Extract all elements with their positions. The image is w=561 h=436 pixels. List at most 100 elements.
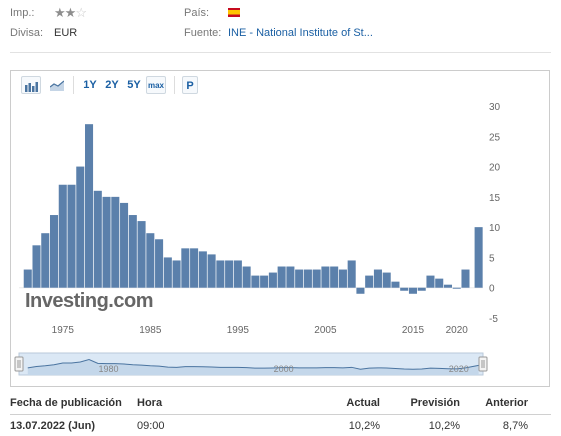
chart-bar[interactable] (172, 260, 181, 288)
chart-bar[interactable] (330, 266, 339, 288)
chart-bar[interactable] (198, 251, 207, 288)
p-button[interactable]: P (182, 76, 198, 94)
chart-bar[interactable] (216, 260, 225, 288)
chart-bar[interactable] (58, 184, 67, 288)
range-1y-button[interactable]: 1Y (83, 79, 97, 91)
y-tick-label: 0 (489, 284, 495, 295)
area-chart-button[interactable] (47, 76, 67, 94)
table-header-hora: Hora (137, 397, 163, 409)
chart-bar[interactable] (452, 287, 461, 289)
navigator[interactable]: 1980 2000 2020 (11, 349, 549, 384)
range-2y-button[interactable]: 2Y (105, 79, 119, 91)
navigator-handle[interactable] (14, 356, 24, 372)
chart-bar[interactable] (76, 166, 85, 288)
chart-bar[interactable] (356, 287, 365, 294)
navigator-tick-label: 1980 (99, 364, 119, 374)
chart-bar[interactable] (225, 260, 234, 288)
x-tick-label: 1975 (52, 325, 75, 336)
x-tick-label: 1995 (227, 325, 250, 336)
chart-bar[interactable] (382, 272, 391, 288)
chart-bar[interactable] (102, 196, 111, 288)
importance-stars: ★★☆ (54, 5, 87, 21)
row-anterior: 8,7% (502, 420, 528, 432)
row-prevision: 10,2% (428, 420, 460, 432)
chart-bar[interactable] (233, 260, 242, 288)
navigator-tick-label: 2020 (449, 364, 469, 374)
y-tick-label: 30 (489, 102, 501, 113)
chart-panel: 1Y 2Y 5Y max P 30 25 20 15 10 5 0 -5 1975 1985 199… (10, 70, 550, 387)
row-fecha: 13.07.2022 (Jun) (10, 420, 95, 432)
chart-bar[interactable] (128, 215, 137, 288)
table-header-prevision: Previsión (410, 397, 460, 409)
chart-bar[interactable] (155, 239, 164, 288)
y-tick-label: -5 (489, 314, 498, 325)
row-actual: 10,2% (348, 420, 380, 432)
toolbar-separator (73, 76, 74, 94)
chart-bar[interactable] (190, 248, 199, 288)
navigator-handle[interactable] (478, 356, 488, 372)
chart-bar[interactable] (365, 275, 374, 288)
chart-bar[interactable] (435, 278, 444, 288)
toolbar-separator (174, 76, 175, 94)
chart-bar[interactable] (474, 227, 483, 288)
chart-bar[interactable] (163, 257, 172, 288)
chart-bar[interactable] (67, 184, 76, 288)
divisa-value: EUR (54, 27, 78, 39)
range-5y-button[interactable]: 5Y (127, 79, 141, 91)
chart-bar[interactable] (260, 275, 269, 288)
x-tick-label: 2005 (314, 325, 337, 336)
investing-watermark (19, 290, 169, 314)
chart-bar[interactable] (146, 233, 155, 288)
chart-bar[interactable] (268, 272, 277, 288)
navigator-tick-label: 2000 (274, 364, 294, 374)
chart-bar[interactable] (461, 269, 470, 288)
chart-bar[interactable] (207, 254, 216, 288)
star-empty-icon: ☆ (75, 5, 87, 20)
chart-bar[interactable] (251, 275, 260, 288)
chart-bar[interactable] (347, 260, 356, 288)
table-divider (10, 414, 551, 415)
bar-chart-icon (25, 82, 38, 92)
divider (10, 52, 551, 53)
table-header-anterior: Anterior (485, 397, 528, 409)
chart-bar[interactable] (408, 287, 417, 294)
chart-bar[interactable] (32, 245, 41, 288)
chart-bar[interactable] (373, 269, 382, 288)
chart-bar[interactable] (111, 196, 120, 288)
chart-bar[interactable] (49, 215, 59, 288)
chart-bar[interactable] (181, 248, 190, 288)
navigator-area (27, 359, 479, 375)
chart-bar[interactable] (85, 124, 94, 288)
range-max-button[interactable]: max (146, 76, 166, 94)
chart-bar[interactable] (312, 269, 321, 288)
chart-bar[interactable] (242, 266, 251, 288)
chart-bar[interactable] (41, 233, 50, 288)
bar-chart-button[interactable] (21, 76, 41, 94)
chart-bar[interactable] (417, 287, 426, 291)
table-header-fecha: Fecha de publicación (10, 397, 122, 409)
chart-bar[interactable] (286, 266, 295, 288)
chart-bar[interactable] (303, 269, 312, 288)
x-tick-label: 2015 (402, 325, 425, 336)
chart-bar[interactable] (277, 266, 286, 288)
chart-bar[interactable] (23, 269, 32, 288)
x-tick-label: 1985 (139, 325, 162, 336)
chart-bar[interactable] (321, 266, 330, 288)
fuente-link[interactable]: INE - National Institute of St... (228, 27, 373, 39)
chart-bar[interactable] (391, 281, 400, 288)
table-header-actual: Actual (346, 397, 380, 409)
chart-bar[interactable] (93, 190, 102, 288)
fuente-label: Fuente: (184, 27, 222, 39)
chart-bar[interactable] (295, 269, 304, 288)
chart-bar[interactable] (120, 202, 129, 288)
chart-bar[interactable] (400, 287, 409, 291)
chart-bar[interactable] (338, 269, 347, 288)
imp-label: Imp.: (10, 7, 35, 19)
y-tick-label: 25 (489, 132, 501, 143)
chart-bar[interactable] (443, 284, 453, 288)
y-tick-label: 10 (489, 223, 501, 234)
y-tick-label: 5 (489, 253, 495, 264)
investing-logo: Investing.com (25, 290, 153, 312)
chart-bar[interactable] (137, 221, 146, 288)
chart-bar[interactable] (426, 275, 435, 288)
